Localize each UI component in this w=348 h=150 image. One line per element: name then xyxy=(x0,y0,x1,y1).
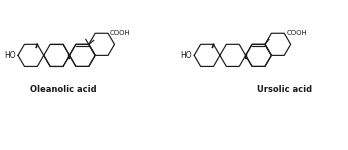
Text: Ursolic acid: Ursolic acid xyxy=(257,85,312,94)
Text: HO: HO xyxy=(5,51,16,60)
Text: Oleanolic acid: Oleanolic acid xyxy=(30,85,96,94)
Text: COOH: COOH xyxy=(286,30,307,36)
Text: HO: HO xyxy=(181,51,192,60)
Text: COOH: COOH xyxy=(110,30,131,36)
